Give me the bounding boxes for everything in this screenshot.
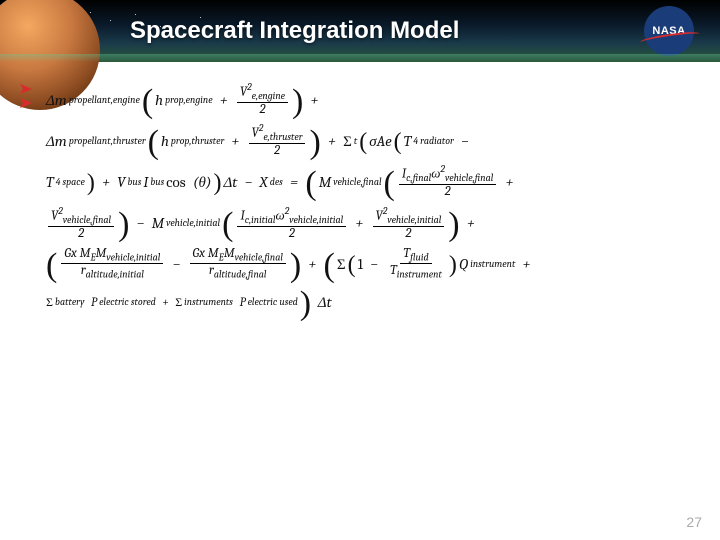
eq-line-4: V2vehicle,final 2 ) − Mvehicle,initial (… xyxy=(46,206,680,241)
eq-line-2: Δmpropellant,thruster ( hprop,thruster +… xyxy=(46,123,680,158)
bullet-column xyxy=(20,84,32,112)
eq-line-5: ( Gx MEMvehicle,initial raltitude,initia… xyxy=(46,247,680,281)
slide-title: Spacecraft Integration Model xyxy=(130,17,459,45)
eq-line-6: Σbattery Pelectric stored + Σinstruments… xyxy=(46,287,680,317)
bullet-icon xyxy=(20,98,32,108)
slide-header: Spacecraft Integration Model NASA xyxy=(0,0,720,62)
eq-line-3: T4space ) + Vbus Ibus cos (θ) ) Δt − Xde… xyxy=(46,164,680,199)
bullet-icon xyxy=(20,84,32,94)
slide-content: Δmpropellant,engine ( hprop,engine + V2e… xyxy=(0,62,720,343)
page-number: 27 xyxy=(686,514,702,530)
nasa-logo: NASA xyxy=(644,6,700,56)
eq-line-1: Δmpropellant,engine ( hprop,engine + V2e… xyxy=(46,82,680,117)
equation-block: Δmpropellant,engine ( hprop,engine + V2e… xyxy=(46,82,680,317)
